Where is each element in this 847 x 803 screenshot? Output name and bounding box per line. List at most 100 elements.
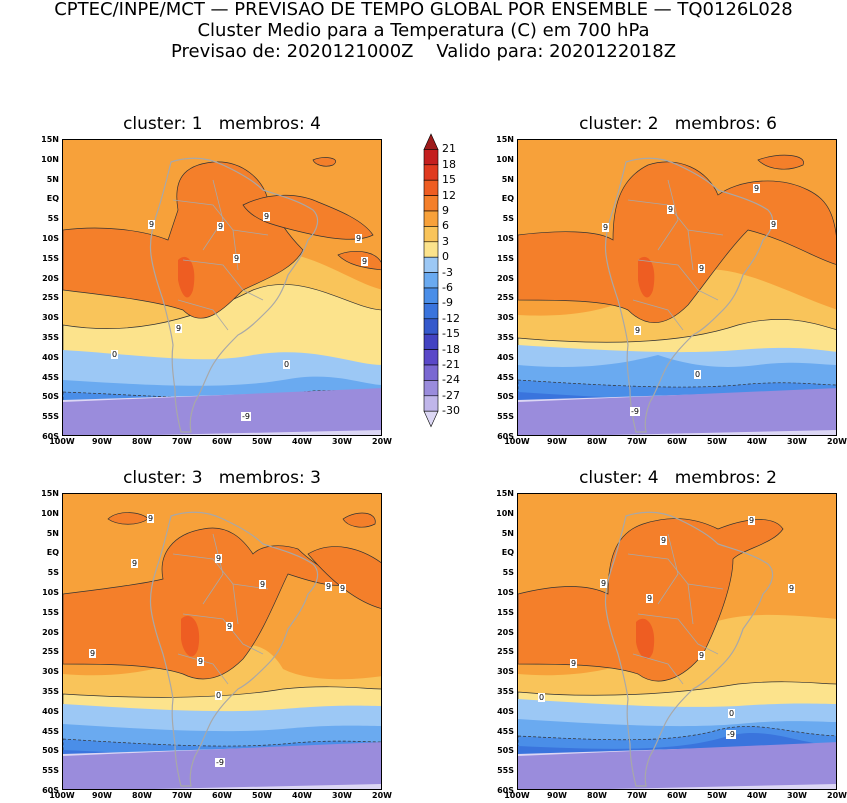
latitude-tick-label: 5S [47,568,59,578]
contour-label: 9 [131,559,139,568]
latitude-tick-label: 30S [42,667,59,677]
latitude-tick-label: 20S [42,627,59,637]
coastline [149,511,319,787]
colorbar-swatch [423,256,439,273]
country-border [687,229,694,271]
map-frame: 9 9 9 9 9 9 9 0 0 -9 [62,139,382,436]
colorbar-swatch [423,164,439,181]
longitude-tick-label: 80W [587,437,607,446]
colorbar-swatch [423,210,439,227]
map-frame: 9 9 9 9 9 9 9 0 0 -9 [517,493,837,790]
temperature-band [638,256,655,298]
latitude-tick-label: 35S [497,687,514,696]
temperature-band [518,388,836,435]
longitude-tick-label: 20W [827,791,847,800]
colorbar-label: 0 [442,250,449,264]
longitude-tick-label: 30W [787,791,807,800]
coastline [604,157,774,433]
contour-label: 9 [602,223,610,232]
colorbar-swatch [423,395,439,412]
latitude-tick-label: 60S [497,432,514,441]
latitude-tick-label: 25S [497,647,514,657]
longitude-tick-label: 20W [372,437,392,446]
colorbar-swatch [423,333,439,350]
country-border [627,199,724,236]
colorbar-swatch [423,241,439,258]
latitude-tick-label: 5N [501,528,514,538]
colorbar-label: -6 [442,281,453,294]
contour-label: 0 [283,360,291,369]
contour-label: 0 [215,691,223,700]
longitude-tick-label: 20W [827,437,847,446]
colorbar-label: -9 [442,296,453,310]
country-border [657,179,679,251]
contour-label: -9 [630,407,640,416]
latitude-tick-label: 5N [501,174,514,184]
longitude-tick-label: 70W [172,437,192,446]
contour-label: -9 [726,730,736,739]
latitude-tick-label: 5N [46,174,59,184]
temperature-band [518,161,836,324]
temperature-band [63,388,381,435]
contour-label: 0 [111,350,119,359]
temperature-band [242,194,374,240]
colorbar-label: -18 [442,342,460,356]
panel-title: cluster: 1 membros: 4 [123,114,321,134]
colorbar-swatch [423,179,439,196]
latitude-tick-label: 50S [42,392,59,402]
latitude-tick-label: 15N [496,135,514,144]
longitude-tick-label: 90W [547,437,567,446]
longitude-tick-label: 100W [49,791,75,800]
latitude-tick-label: 60S [42,786,59,795]
longitude-tick-label: 50W [707,791,727,800]
longitude-tick-label: 100W [49,437,75,446]
contour-label: 9 [147,514,155,523]
latitude-tick-label: 55S [42,766,59,776]
contour-label: 9 [175,324,183,333]
header-line-1: CPTEC/INPE/MCT — PREVISAO DE TEMPO GLOBA… [54,0,793,20]
temperature-field [63,140,381,435]
latitude-tick-label: 60S [42,432,59,441]
contour-label: 9 [753,184,761,193]
header-line-3: Previsao de: 2020121000Z Valido para: 20… [170,41,677,62]
latitude-tick-label: 30S [497,667,514,677]
longitude-tick-label: 70W [627,437,647,446]
latitude-tick-label: 10N [41,508,59,518]
contour-label: -9 [241,412,251,421]
temperature-band [312,157,336,167]
colorbar-swatch [423,133,439,150]
temperature-band [518,742,836,789]
latitude-tick-label: 55S [497,412,514,422]
colorbar-swatch [423,272,439,289]
latitude-tick-label: 45S [42,372,59,382]
colorbar-label: -12 [442,311,460,325]
latitude-tick-label: 25S [42,293,59,303]
longitude-tick-label: 80W [132,791,152,800]
latitude-tick-label: EQ [501,548,514,558]
latitude-tick-label: 5S [47,214,59,224]
latitude-tick-label: 15S [42,607,59,617]
latitude-tick-label: EQ [501,194,514,204]
longitude-tick-label: 60W [212,437,232,446]
colorbar-label: 12 [442,188,456,202]
latitude-tick-label: 10N [496,508,514,518]
contour-label: 9 [226,622,234,631]
country-border [202,179,224,251]
latitude-tick-label: 50S [42,746,59,756]
contour-label: 9 [263,212,271,221]
country-border [627,553,724,590]
country-border [172,553,269,590]
latitude-tick-label: 35S [42,333,59,342]
temperature-field [63,494,381,789]
longitude-tick-label: 90W [92,791,112,800]
latitude-tick-label: 45S [497,726,514,736]
contour-label: 9 [698,264,706,273]
latitude-tick-label: 5S [502,568,514,578]
latitude-tick-label: 40S [497,706,514,716]
latitude-tick-label: 10N [496,154,514,164]
longitude-tick-label: 50W [252,437,272,446]
contour-label: 9 [698,651,706,660]
longitude-tick-label: 100W [504,437,530,446]
country-border [177,299,229,331]
latitude-tick-label: 50S [497,392,514,402]
